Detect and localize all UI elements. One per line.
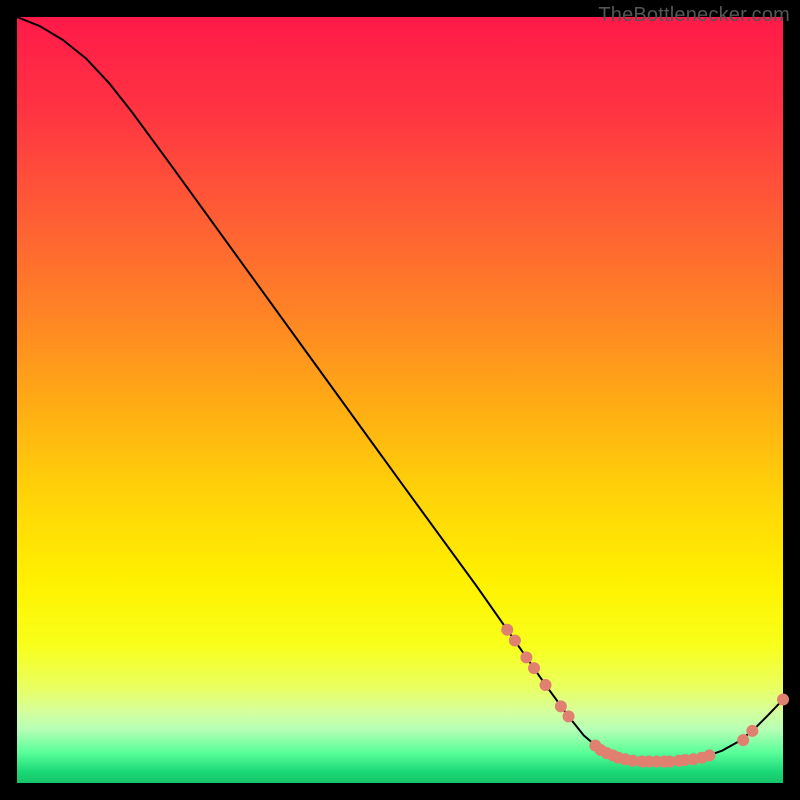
data-point	[746, 725, 758, 737]
data-point	[737, 734, 749, 746]
data-point	[501, 624, 513, 636]
chart-svg	[0, 0, 800, 800]
watermark-text: TheBottlenecker.com	[598, 4, 790, 27]
data-point	[555, 700, 567, 712]
plot-background	[17, 17, 783, 783]
data-point	[520, 651, 532, 663]
data-point	[703, 749, 715, 761]
data-point	[540, 679, 552, 691]
data-point	[509, 635, 521, 647]
data-point	[528, 662, 540, 674]
bottleneck-chart	[0, 0, 800, 800]
data-point	[777, 694, 789, 706]
data-point	[563, 710, 575, 722]
